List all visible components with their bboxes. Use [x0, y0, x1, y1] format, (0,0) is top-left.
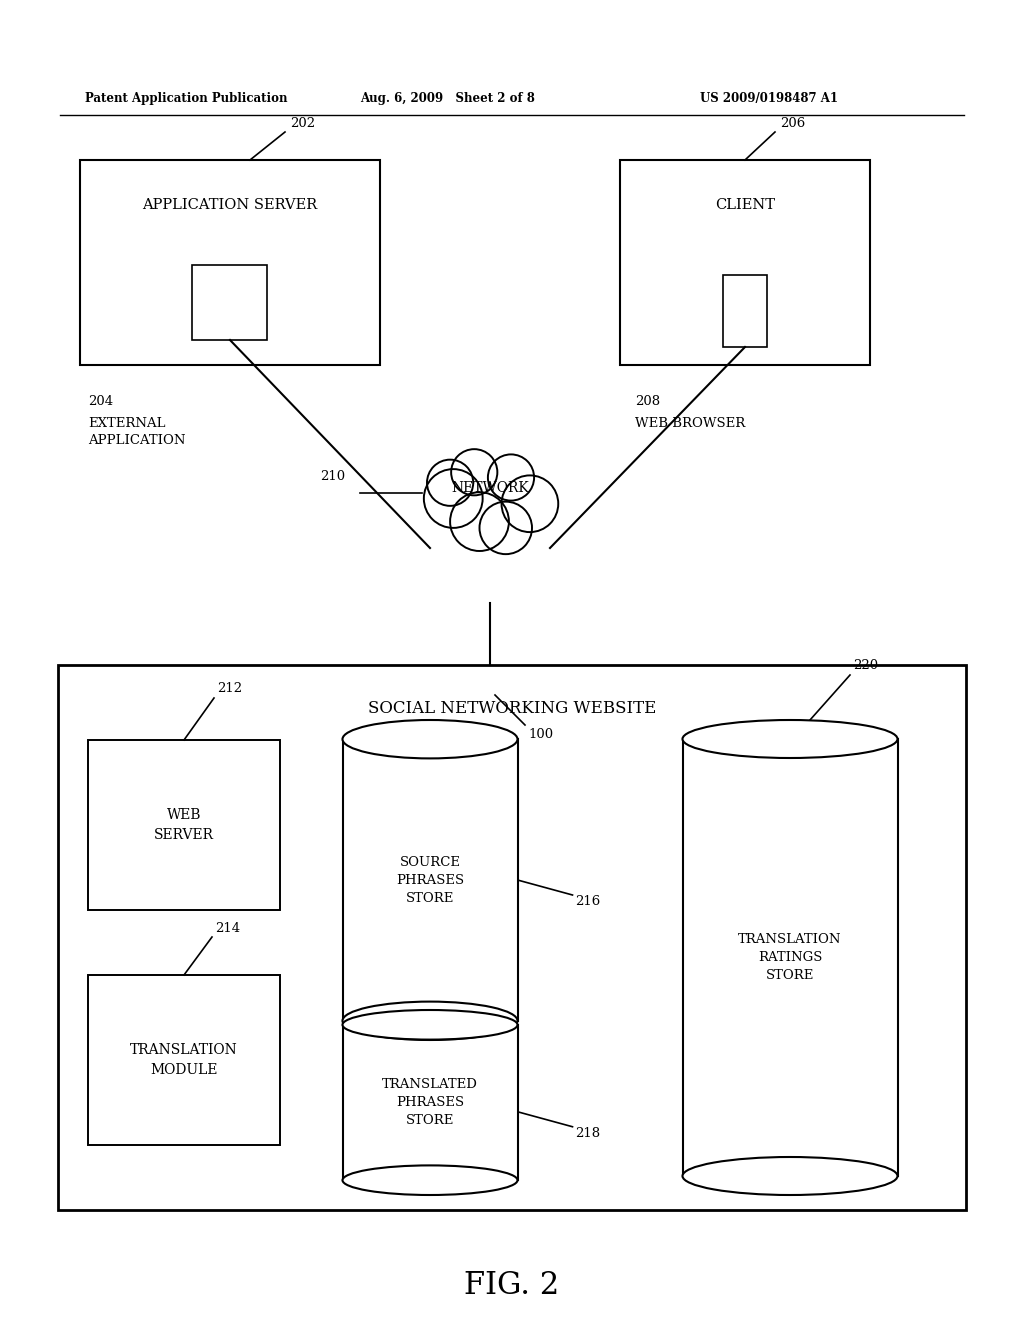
Bar [342, 1024, 517, 1180]
Text: 100: 100 [528, 729, 553, 741]
Bar [80, 160, 380, 366]
Text: 206: 206 [780, 117, 805, 129]
Bar [88, 741, 280, 909]
Circle shape [452, 449, 498, 495]
Bar [342, 739, 517, 1020]
Text: 214: 214 [215, 921, 240, 935]
Circle shape [487, 454, 535, 500]
Text: 212: 212 [217, 682, 242, 696]
Text: 208: 208 [635, 395, 660, 408]
Text: FIG. 2: FIG. 2 [464, 1270, 560, 1302]
Text: 202: 202 [290, 117, 315, 129]
Circle shape [424, 469, 482, 528]
Text: NETWORK: NETWORK [452, 480, 528, 495]
Ellipse shape [683, 1158, 897, 1195]
Ellipse shape [342, 1002, 517, 1040]
Text: 216: 216 [575, 895, 601, 908]
Circle shape [479, 502, 532, 554]
Text: 204: 204 [88, 395, 113, 408]
Ellipse shape [342, 1010, 517, 1040]
Text: TRANSLATION
MODULE: TRANSLATION MODULE [130, 1043, 238, 1077]
Text: US 2009/0198487 A1: US 2009/0198487 A1 [700, 92, 838, 106]
Text: WEB BROWSER: WEB BROWSER [635, 417, 745, 430]
Text: CLIENT: CLIENT [715, 198, 775, 213]
Ellipse shape [342, 719, 517, 759]
Bar [58, 665, 966, 1210]
Text: 218: 218 [575, 1127, 601, 1139]
Bar [193, 265, 267, 341]
Circle shape [451, 492, 509, 550]
Text: TRANSLATED
PHRASES
STORE: TRANSLATED PHRASES STORE [382, 1078, 478, 1127]
Bar [88, 975, 280, 1144]
Bar [620, 160, 870, 366]
Ellipse shape [683, 719, 897, 758]
Ellipse shape [342, 1166, 517, 1195]
Text: Patent Application Publication: Patent Application Publication [85, 92, 288, 106]
Circle shape [502, 475, 558, 532]
Text: SOCIAL NETWORKING WEBSITE: SOCIAL NETWORKING WEBSITE [368, 700, 656, 717]
Text: APPLICATION SERVER: APPLICATION SERVER [142, 198, 317, 213]
Text: 220: 220 [853, 659, 879, 672]
Text: WEB
SERVER: WEB SERVER [154, 808, 214, 842]
Text: 210: 210 [319, 470, 345, 483]
Bar [723, 275, 767, 347]
Text: Aug. 6, 2009   Sheet 2 of 8: Aug. 6, 2009 Sheet 2 of 8 [360, 92, 535, 106]
Text: SOURCE
PHRASES
STORE: SOURCE PHRASES STORE [396, 855, 464, 904]
Text: TRANSLATION
RATINGS
STORE: TRANSLATION RATINGS STORE [738, 933, 842, 982]
Text: EXTERNAL
APPLICATION: EXTERNAL APPLICATION [88, 417, 185, 447]
Circle shape [427, 459, 473, 506]
Bar [683, 739, 897, 1176]
